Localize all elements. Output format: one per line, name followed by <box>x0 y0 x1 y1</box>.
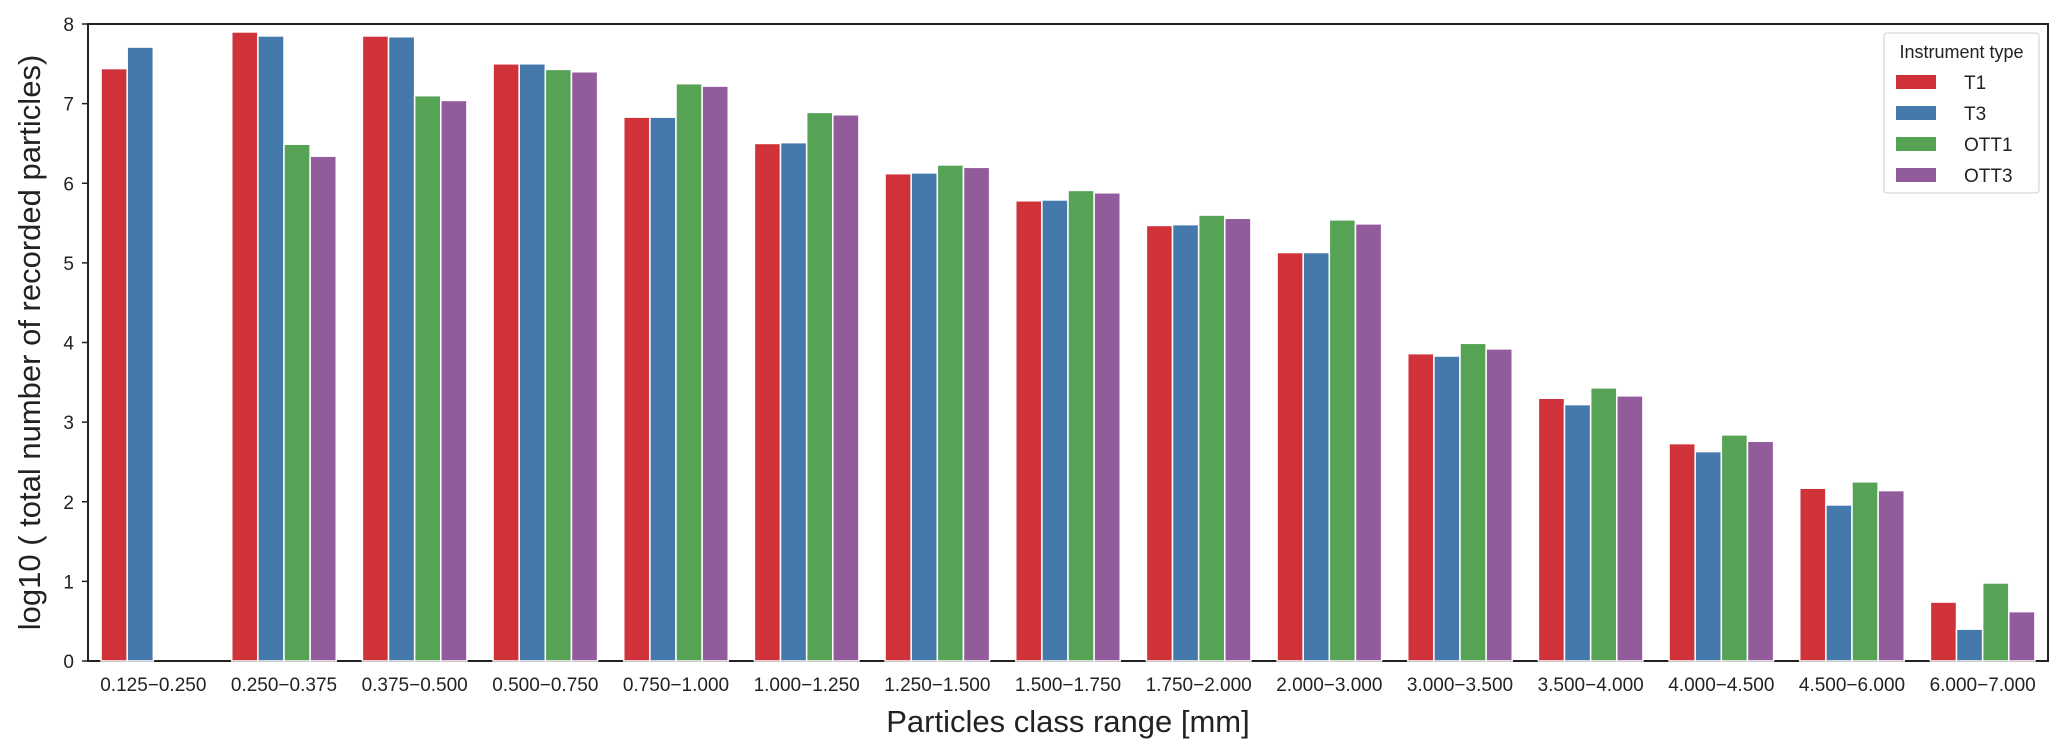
x-tick-label: 0.125−0.250 <box>100 675 206 696</box>
bar-t1-7 <box>1014 200 1043 662</box>
legend-label-ott1: OTT1 <box>1964 135 2013 156</box>
x-tick-label: 4.000−4.500 <box>1668 675 1774 696</box>
legend-swatch-t3 <box>1896 106 1936 120</box>
bar-t3-6 <box>910 172 939 662</box>
bar-t3-12 <box>1694 450 1723 662</box>
bar-t1-6 <box>884 172 912 662</box>
x-tick-label: 1.250−1.500 <box>884 675 990 696</box>
bar-t1-12 <box>1668 442 1696 662</box>
bar-t3-3 <box>518 63 547 662</box>
bar-t1-5 <box>753 142 782 662</box>
bar-t1-11 <box>1537 397 1566 662</box>
bar-t3-2 <box>387 35 416 662</box>
bar-ott3-5 <box>832 114 860 662</box>
legend-swatch-ott3 <box>1896 168 1936 182</box>
x-tick-label: 4.500−6.000 <box>1799 675 1905 696</box>
bar-t1-13 <box>1798 487 1827 662</box>
y-tick-label: 6 <box>63 174 74 195</box>
bar-t1-3 <box>492 63 520 662</box>
bar-ott3-10 <box>1485 348 1514 662</box>
bar-ott1-3 <box>544 68 573 662</box>
bar-t3-14 <box>1955 628 1984 662</box>
bar-ott3-14 <box>2008 610 2036 662</box>
bar-t1-14 <box>1929 601 1958 662</box>
bar-t1-4 <box>622 116 651 662</box>
x-tick-label: 0.250−0.375 <box>231 675 337 696</box>
legend: Instrument type T1 T3 OTT1 OTT3 <box>1883 32 2040 194</box>
bar-ott1-6 <box>936 164 965 662</box>
bar-t3-8 <box>1171 223 1200 662</box>
bar-t1-1 <box>230 31 259 662</box>
bar-ott1-1 <box>283 143 311 662</box>
x-tick-label: 6.000−7.000 <box>1930 675 2036 696</box>
y-tick-label: 7 <box>63 95 74 116</box>
bars <box>100 31 2036 662</box>
legend-swatch-ott1 <box>1896 137 1936 151</box>
bar-ott1-10 <box>1459 342 1487 662</box>
bar-ott3-9 <box>1354 223 1383 662</box>
bar-ott1-12 <box>1720 434 1749 662</box>
bar-ott1-7 <box>1067 189 1095 662</box>
bar-t3-1 <box>257 35 285 662</box>
y-tick-label: 2 <box>63 493 74 514</box>
y-axis: 0 1 2 3 4 5 6 7 8 <box>63 15 88 673</box>
y-tick-label: 8 <box>63 15 74 36</box>
x-tick-label: 0.375−0.500 <box>362 675 468 696</box>
bar-t3-10 <box>1433 355 1461 662</box>
bar-t3-11 <box>1563 403 1592 662</box>
bar-t3-13 <box>1825 504 1853 662</box>
legend-title: Instrument type <box>1899 42 2023 62</box>
bar-t3-9 <box>1302 251 1331 662</box>
bar-ott3-8 <box>1224 217 1252 662</box>
bar-t1-10 <box>1406 352 1435 662</box>
legend-label-ott3: OTT3 <box>1964 166 2013 187</box>
bar-t1-0 <box>100 67 128 662</box>
y-tick-label: 5 <box>63 254 74 275</box>
x-tick-label: 2.000−3.000 <box>1276 675 1382 696</box>
bar-ott1-9 <box>1328 219 1357 662</box>
x-tick-label: 1.000−1.250 <box>754 675 860 696</box>
bar-ott1-13 <box>1851 481 1879 662</box>
y-axis-title: log10 ( total number of recorded particl… <box>12 55 47 631</box>
x-tick-label: 0.750−1.000 <box>623 675 729 696</box>
bar-ott1-2 <box>413 94 442 662</box>
bar-t3-0 <box>126 46 155 662</box>
y-tick-label: 4 <box>63 334 74 355</box>
bar-t3-7 <box>1041 199 1069 662</box>
bar-ott1-5 <box>805 111 834 662</box>
bar-ott3-11 <box>1616 395 1644 662</box>
x-tick-label: 1.500−1.750 <box>1015 675 1121 696</box>
legend-swatch-t1 <box>1896 75 1936 89</box>
y-tick-label: 3 <box>63 413 74 434</box>
legend-label-t1: T1 <box>1964 73 1986 94</box>
legend-box <box>1883 32 2040 194</box>
x-tick-label: 0.500−0.750 <box>492 675 598 696</box>
bar-ott1-14 <box>1981 582 2010 662</box>
y-tick-label: 1 <box>63 572 74 593</box>
x-axis: 0.125−0.250 0.250−0.375 0.375−0.500 0.500−0… <box>100 675 2036 696</box>
bar-ott3-6 <box>962 166 991 662</box>
x-tick-label: 1.750−2.000 <box>1146 675 1252 696</box>
bar-ott3-1 <box>309 155 338 662</box>
bar-ott1-4 <box>675 82 703 662</box>
y-tick-label: 0 <box>63 652 74 673</box>
x-tick-label: 3.000−3.500 <box>1407 675 1513 696</box>
bar-ott3-3 <box>570 71 599 662</box>
bar-ott3-13 <box>1877 489 1906 662</box>
bar-t3-5 <box>779 141 808 662</box>
bar-ott3-7 <box>1093 192 1122 662</box>
bar-ott3-12 <box>1746 440 1775 662</box>
bar-t1-2 <box>361 35 390 662</box>
legend-label-t3: T3 <box>1964 104 1986 125</box>
bar-ott3-4 <box>701 85 730 662</box>
bar-ott1-8 <box>1197 214 1226 662</box>
bar-ott1-11 <box>1589 387 1618 662</box>
x-axis-title: Particles class range [mm] <box>886 704 1250 739</box>
bar-t1-8 <box>1145 224 1174 662</box>
bar-t3-4 <box>649 116 677 662</box>
bar-ott3-2 <box>440 99 468 662</box>
bar-t1-9 <box>1276 251 1304 662</box>
x-tick-label: 3.500−4.000 <box>1538 675 1644 696</box>
